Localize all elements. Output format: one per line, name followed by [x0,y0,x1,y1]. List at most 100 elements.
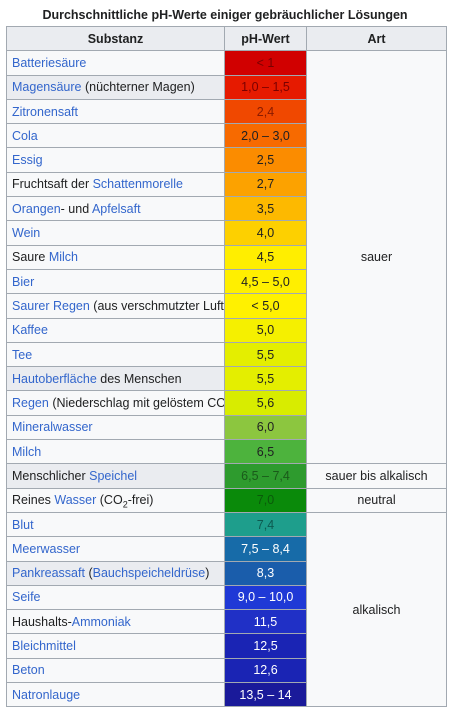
substance-cell: Bleichmittel [6,633,225,659]
ph-value-cell: 4,0 [224,220,307,246]
substance-link[interactable]: Ammoniak [71,614,131,629]
substance-link[interactable]: Saurer Regen [12,298,90,313]
ph-value-cell: 2,7 [224,171,307,198]
substance-link[interactable]: Orangen [12,201,61,216]
substance-link[interactable]: Milch [12,444,42,459]
table-row: Essig 2,5 [6,147,447,173]
substance-link[interactable]: Wein [12,226,41,241]
ph-value-cell: 5,6 [224,390,307,416]
substance-link[interactable]: Blut [12,517,34,532]
substance-link[interactable]: Magensäure [12,80,82,95]
substance-link[interactable]: Meerwasser [12,541,81,556]
substance-cell: Bier [6,268,225,295]
art-cell: sauer bis alkalisch [306,463,447,489]
substance-cell: Menschlicher Speichel [6,463,225,489]
substance-cell: Essig [6,147,225,173]
substance-text: Saure [12,250,49,265]
table-row: Pankreassaft (Bauchspeicheldrüse) 8,3 [6,560,447,586]
ph-value-cell: < 5,0 [224,293,307,319]
table-row: Blut 7,4 alkalisch [6,511,447,708]
substance-link[interactable]: Natronlauge [12,687,81,702]
substance-cell: Wein [6,220,225,246]
table-row: Regen (Niederschlag mit gelöstem CO2)5,6 [6,390,447,416]
art-cell: sauer [306,50,447,465]
table-row: Wein 4,0 [6,220,447,246]
table-row: Milch 6,5 [6,439,447,465]
substance-link[interactable]: Tee [12,347,33,362]
substance-link[interactable]: Bauchspeicheldrüse [92,566,206,581]
ph-value-cell: < 1 [224,50,307,76]
substance-cell: Batteriesäure [6,50,225,76]
substance-text: (Niederschlag mit gelöstem CO [48,396,225,411]
ph-value-cell: 12,6 [224,657,307,684]
header-ph-wert[interactable]: pH-Wert [224,25,307,52]
substance-link[interactable]: Beton [12,663,45,678]
substance-link[interactable]: Apfelsaft [91,201,141,216]
substance-link[interactable]: Zitronensaft [12,104,79,119]
substance-text: Haushalts- [12,614,72,629]
substance-cell: Cola [6,123,225,149]
substance-cell: Blut [6,511,225,538]
substance-link[interactable]: Seife [12,590,41,605]
substance-cell: Meerwasser [6,536,225,562]
table-row: Fruchtsaft der Schattenmorelle 2,7 [6,171,447,198]
substance-cell: Saurer Regen (aus verschmutzter Luft) [6,293,225,319]
table-row: Haushalts-Ammoniak 11,5 [6,609,447,635]
ph-value-cell: 4,5 – 5,0 [224,268,307,295]
substance-text: Menschlicher [12,468,90,483]
substance-cell: Fruchtsaft der Schattenmorelle [6,171,225,198]
substance-link[interactable]: Essig [12,153,43,168]
substance-link[interactable]: Batteriesäure [12,55,87,70]
substance-link[interactable]: Cola [12,128,38,143]
ph-table: Substanz pH-Wert Art Batteriesäure < 1 sau… [6,25,447,708]
substance-link[interactable]: Bleichmittel [12,639,76,654]
table-row: Natronlauge 13,5 – 14 [6,682,447,708]
table-row: Saure Milch 4,5 [6,244,447,270]
substance-link[interactable]: Hautoberfläche [12,371,97,386]
header-art[interactable]: Art [306,25,447,52]
substance-text: ) [205,566,210,581]
substance-text: (CO [96,493,123,508]
substance-link[interactable]: Speichel [89,468,138,483]
substance-link[interactable]: Kaffee [12,323,48,338]
substance-text: - und [60,201,92,216]
substance-text: ( [84,566,93,581]
ph-value-cell: 3,5 [224,196,307,222]
ph-value-cell: 5,0 [224,317,307,343]
substance-link[interactable]: Schattenmorelle [92,177,183,192]
art-cell: neutral [306,487,447,513]
ph-value-cell: 1,0 – 1,5 [224,74,307,100]
ph-value-cell: 7,5 – 8,4 [224,536,307,562]
substance-link[interactable]: Pankreassaft [12,566,85,581]
table-caption: Durchschnittliche pH-Werte einiger gebrä… [42,8,408,22]
ph-value-cell: 5,5 [224,341,307,368]
substance-text: Fruchtsaft der [12,177,93,192]
ph-value-cell: 5,5 [224,366,307,392]
ph-value-cell: 11,5 [224,609,307,635]
substance-cell: Mineralwasser [6,414,225,441]
substance-link[interactable]: Regen [12,396,49,411]
table-row: Meerwasser 7,5 – 8,4 [6,536,447,562]
art-cell: alkalisch [306,511,447,708]
substance-link[interactable]: Milch [48,250,79,265]
substance-link[interactable]: Mineralwasser [12,420,93,435]
substance-link[interactable]: Bier [12,274,35,289]
substance-cell: Kaffee [6,317,225,343]
ph-value-cell: 12,5 [224,633,307,659]
table-row: Menschlicher Speichel 6,5 – 7,4 sauer bis … [6,463,447,489]
substance-text: -frei) [127,493,154,508]
substance-cell: Natronlauge [6,682,225,708]
ph-value-cell: 13,5 – 14 [224,682,307,708]
table-row: Tee 5,5 [6,341,447,368]
ph-value-cell: 9,0 – 10,0 [224,584,307,611]
substance-cell: Haushalts-Ammoniak [6,609,225,635]
subscript-text: 2 [122,499,128,510]
substance-cell: Orangen- und Apfelsaft [6,196,225,222]
ph-value-cell: 2,5 [224,147,307,173]
substance-text: Reines [12,493,55,508]
table-row: Batteriesäure < 1 sauer [6,50,447,465]
ph-value-cell: 6,5 – 7,4 [224,463,307,489]
header-substanz[interactable]: Substanz [6,25,225,52]
substance-link[interactable]: Wasser [54,493,97,508]
substance-cell: Beton [6,657,225,684]
